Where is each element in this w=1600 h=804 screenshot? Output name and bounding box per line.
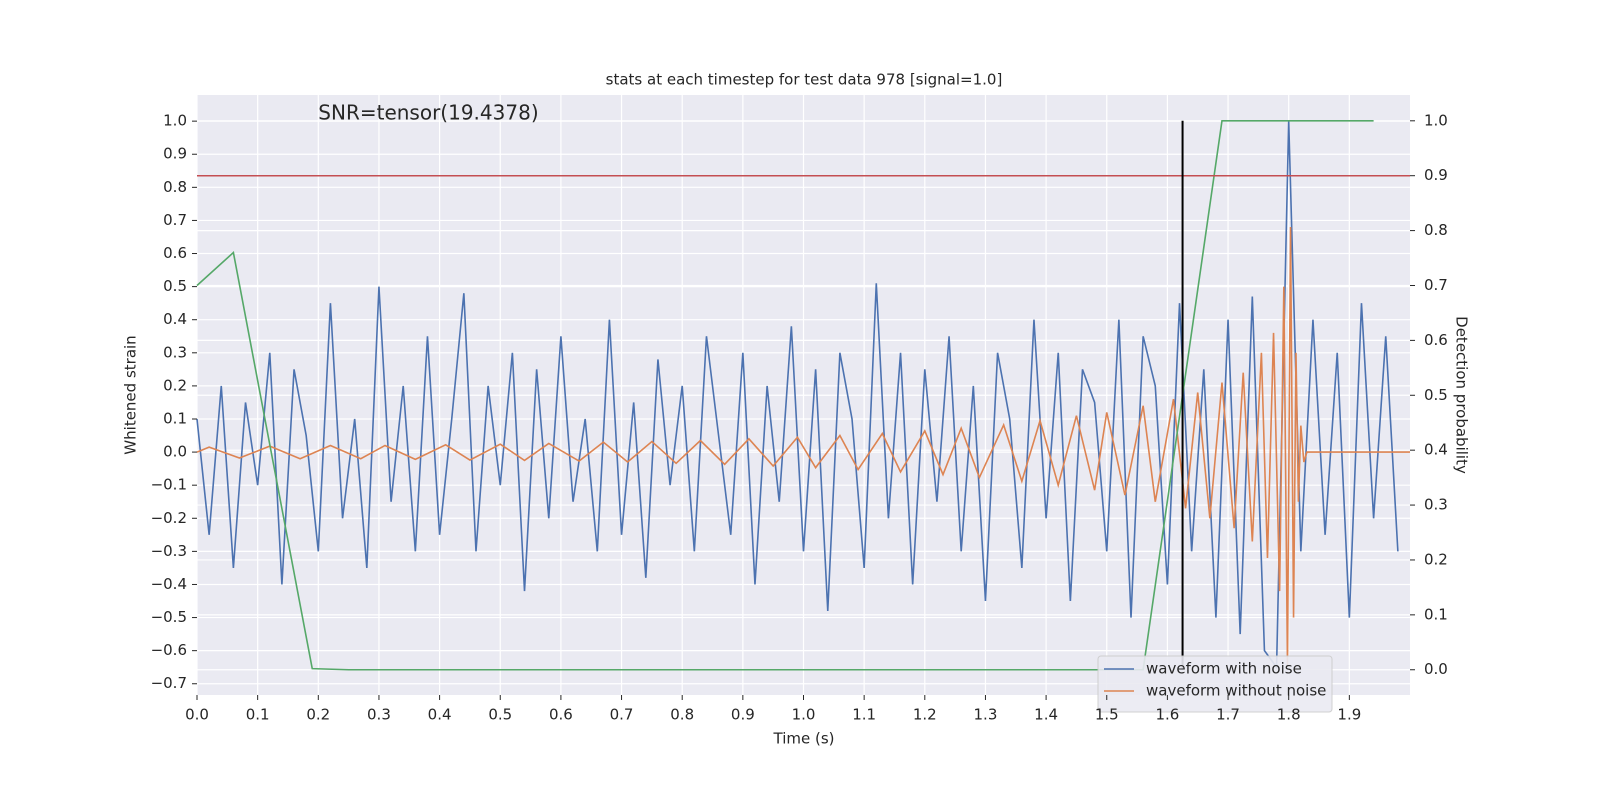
- y2-tick-label: 0.9: [1424, 166, 1448, 184]
- y2-tick-label: 0.6: [1424, 331, 1448, 349]
- x-tick-label: 0.2: [306, 706, 330, 724]
- y2-tick-label: 0.0: [1424, 660, 1448, 678]
- x-tick-label: 1.6: [1155, 706, 1179, 724]
- legend: waveform with noise waveform without nois…: [1097, 655, 1333, 713]
- y-tick-label: 0.8: [163, 178, 187, 196]
- annotation: SNR=tensor(19.4378): [318, 101, 538, 125]
- legend-label: waveform without noise: [1146, 682, 1326, 700]
- x-tick-label: 1.3: [974, 706, 998, 724]
- y2-tick-label: 0.2: [1424, 550, 1448, 568]
- x-tick-label: 0.0: [185, 706, 209, 724]
- x-axis-label: Time (s): [773, 730, 835, 748]
- y-tick-label: −0.5: [151, 608, 187, 626]
- x-tick-label: 1.5: [1095, 706, 1119, 724]
- chart-title: stats at each timestep for test data 978…: [606, 71, 1003, 89]
- series-line: [196, 121, 1399, 670]
- y-tick-label: 0.6: [163, 244, 187, 262]
- legend-label: waveform with noise: [1146, 660, 1302, 678]
- x-tick-label: 0.4: [428, 706, 452, 724]
- y-axis-label: Whitened strain: [122, 335, 140, 454]
- x-tick-label: 0.1: [246, 706, 270, 724]
- y-tick-label: 0.3: [163, 343, 187, 361]
- x-tick-label: 1.9: [1337, 706, 1361, 724]
- y-tick-label: −0.2: [151, 509, 187, 527]
- y2-tick-label: 0.5: [1424, 386, 1448, 404]
- y-tick-label: 0.1: [163, 409, 187, 427]
- y-tick-label: −0.6: [151, 641, 187, 659]
- x-tick-label: 0.9: [731, 706, 755, 724]
- x-tick-label: 1.8: [1277, 706, 1301, 724]
- y2-tick-label: 1.0: [1424, 111, 1448, 129]
- x-tick-label: 1.7: [1216, 706, 1240, 724]
- x-tick-label: 0.7: [610, 706, 634, 724]
- legend-box: [1097, 655, 1333, 713]
- y-tick-label: 0.4: [163, 310, 187, 328]
- x-tick-label: 1.2: [913, 706, 937, 724]
- x-tick-label: 0.8: [670, 706, 694, 724]
- y-tick-label: −0.1: [151, 476, 187, 494]
- marks: [196, 120, 1410, 671]
- y-tick-label: −0.3: [151, 542, 187, 560]
- x-tick-label: 1.4: [1034, 706, 1058, 724]
- y-tick-label: −0.7: [151, 674, 187, 692]
- y2-tick-label: 0.7: [1424, 276, 1448, 294]
- x-tick-label: 0.3: [367, 706, 391, 724]
- y-tick-label: 1.0: [163, 112, 187, 130]
- y-tick-label: 0.7: [163, 211, 187, 229]
- y-tick-label: 0.0: [163, 443, 187, 461]
- x-tick-label: 1.0: [792, 706, 816, 724]
- x-tick-label: 0.5: [488, 706, 512, 724]
- y2-tick-label: 0.3: [1424, 496, 1448, 514]
- y-tick-label: 0.5: [163, 277, 187, 295]
- y-tick-label: 0.2: [163, 376, 187, 394]
- series-line: [196, 120, 1374, 671]
- y2-tick-label: 0.4: [1424, 441, 1448, 459]
- y-tick-label: 0.9: [163, 145, 187, 163]
- grid: [196, 95, 1410, 695]
- y2-tick-label: 0.8: [1424, 221, 1448, 239]
- x-tick-label: 1.1: [852, 706, 876, 724]
- x-tick-label: 0.6: [549, 706, 573, 724]
- y2-axis-label: Detection probability: [1453, 316, 1471, 474]
- y-tick-label: −0.4: [151, 575, 187, 593]
- y2-tick-label: 0.1: [1424, 605, 1448, 623]
- series-line: [196, 227, 1410, 668]
